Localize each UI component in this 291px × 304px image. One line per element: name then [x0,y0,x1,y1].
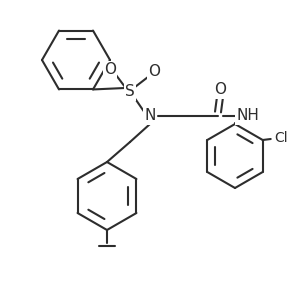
Text: O: O [214,82,226,98]
Text: O: O [104,63,116,78]
Text: O: O [148,64,160,80]
Text: S: S [125,85,135,99]
Text: NH: NH [237,109,260,123]
Text: Cl: Cl [274,131,288,145]
Text: N: N [144,109,156,123]
